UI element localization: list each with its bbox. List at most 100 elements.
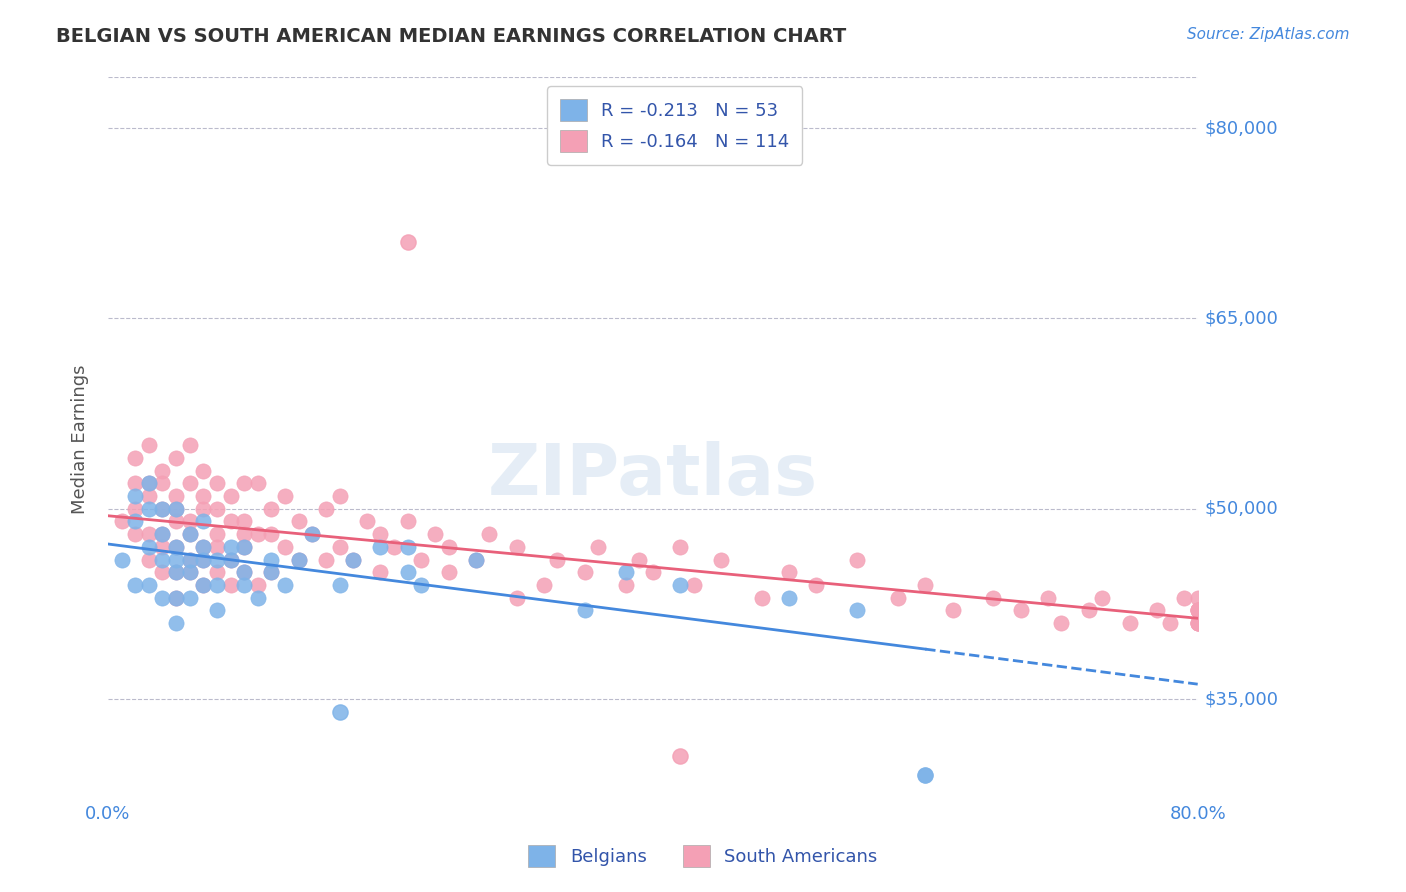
Point: [138, 438, 160, 452]
Point: [179, 566, 201, 580]
Point: [1077, 603, 1099, 617]
Point: [382, 540, 405, 554]
Point: [233, 476, 256, 491]
Point: [614, 578, 637, 592]
Point: [437, 540, 460, 554]
Legend: R = -0.213   N = 53, R = -0.164   N = 114: R = -0.213 N = 53, R = -0.164 N = 114: [547, 87, 803, 165]
Point: [152, 527, 174, 541]
Point: [219, 489, 242, 503]
Point: [846, 552, 869, 566]
Point: [179, 552, 201, 566]
Point: [179, 527, 201, 541]
Point: [205, 501, 228, 516]
Point: [165, 540, 187, 554]
Point: [233, 566, 256, 580]
Point: [205, 476, 228, 491]
Point: [478, 527, 501, 541]
Point: [152, 566, 174, 580]
Point: [165, 566, 187, 580]
Point: [370, 527, 392, 541]
Point: [193, 464, 215, 478]
Point: [138, 540, 160, 554]
Point: [179, 566, 201, 580]
Point: [778, 591, 800, 605]
Point: [152, 501, 174, 516]
Point: [179, 591, 201, 605]
Point: [301, 527, 323, 541]
Point: [165, 515, 187, 529]
Point: [1118, 615, 1140, 630]
Point: [1159, 615, 1181, 630]
Point: [342, 552, 364, 566]
Point: [246, 527, 269, 541]
Point: [165, 552, 187, 566]
Point: [110, 552, 132, 566]
Point: [138, 578, 160, 592]
Point: [246, 591, 269, 605]
Point: [547, 552, 569, 566]
Point: [315, 501, 337, 516]
Point: [124, 515, 146, 529]
Point: [193, 578, 215, 592]
Point: [124, 451, 146, 466]
Point: [233, 540, 256, 554]
Point: [342, 552, 364, 566]
Point: [914, 768, 936, 782]
Point: [315, 552, 337, 566]
Point: [219, 552, 242, 566]
Point: [1187, 603, 1209, 617]
Point: [1187, 603, 1209, 617]
Point: [329, 540, 352, 554]
Point: [233, 578, 256, 592]
Point: [396, 566, 419, 580]
Point: [396, 235, 419, 250]
Point: [165, 566, 187, 580]
Point: [1187, 615, 1209, 630]
Point: [941, 603, 963, 617]
Point: [165, 591, 187, 605]
Point: [138, 552, 160, 566]
Point: [193, 515, 215, 529]
Text: BELGIAN VS SOUTH AMERICAN MEDIAN EARNINGS CORRELATION CHART: BELGIAN VS SOUTH AMERICAN MEDIAN EARNING…: [56, 27, 846, 45]
Point: [260, 566, 283, 580]
Point: [152, 552, 174, 566]
Point: [205, 566, 228, 580]
Point: [233, 566, 256, 580]
Point: [124, 578, 146, 592]
Point: [138, 527, 160, 541]
Point: [1187, 603, 1209, 617]
Point: [614, 566, 637, 580]
Point: [505, 591, 527, 605]
Point: [246, 578, 269, 592]
Point: [165, 591, 187, 605]
Point: [1010, 603, 1032, 617]
Point: [193, 552, 215, 566]
Point: [179, 515, 201, 529]
Point: [165, 501, 187, 516]
Point: [464, 552, 486, 566]
Point: [152, 476, 174, 491]
Point: [246, 476, 269, 491]
Point: [205, 552, 228, 566]
Point: [533, 578, 555, 592]
Point: [233, 515, 256, 529]
Point: [138, 501, 160, 516]
Point: [193, 552, 215, 566]
Y-axis label: Median Earnings: Median Earnings: [72, 364, 89, 514]
Point: [124, 476, 146, 491]
Point: [260, 501, 283, 516]
Point: [193, 489, 215, 503]
Point: [152, 591, 174, 605]
Point: [370, 540, 392, 554]
Point: [641, 566, 664, 580]
Point: [846, 603, 869, 617]
Point: [260, 552, 283, 566]
Point: [1187, 603, 1209, 617]
Point: [411, 578, 433, 592]
Text: Source: ZipAtlas.com: Source: ZipAtlas.com: [1187, 27, 1350, 42]
Point: [205, 578, 228, 592]
Point: [205, 603, 228, 617]
Point: [1146, 603, 1168, 617]
Point: [193, 540, 215, 554]
Point: [179, 438, 201, 452]
